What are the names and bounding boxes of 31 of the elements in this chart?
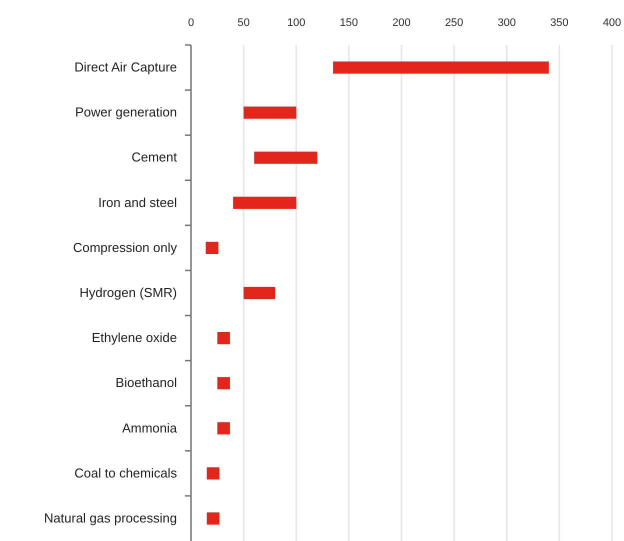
y-tick-label: Natural gas processing [44, 510, 177, 526]
y-tick-label: Iron and steel [98, 194, 178, 210]
bar [206, 467, 220, 480]
x-tick-label: 0 [188, 17, 194, 29]
x-tick-label: 300 [498, 17, 516, 29]
bar [217, 332, 230, 344]
x-tick-label: 100 [287, 17, 306, 29]
y-tick-label: Hydrogen (SMR) [79, 285, 177, 300]
x-tick-label: 250 [444, 17, 464, 29]
x-tick-label: 350 [550, 17, 569, 29]
x-tick-label: 150 [340, 17, 358, 29]
bar [233, 196, 296, 209]
y-tick-label: Direct Air Capture [74, 60, 177, 75]
y-tick-label: Ethylene oxide [92, 330, 177, 346]
bar [244, 286, 276, 300]
y-tick-label: Power generation [75, 104, 177, 120]
bar [217, 422, 230, 434]
y-tick-label: Coal to chemicals [74, 465, 178, 480]
y-tick-label: Ammonia [122, 420, 178, 436]
bar [333, 61, 549, 74]
y-tick-label: Bioethanol [116, 375, 178, 390]
bar [217, 377, 230, 390]
bar [206, 242, 218, 254]
bar [244, 106, 296, 119]
bar [254, 152, 318, 164]
bar [206, 512, 220, 525]
x-tick-label: 400 [602, 17, 622, 29]
y-tick-label: Compression only [72, 240, 178, 255]
x-tick-label: 200 [392, 17, 411, 29]
y-tick-label: Cement [131, 150, 178, 165]
x-tick-label: 50 [238, 17, 250, 29]
